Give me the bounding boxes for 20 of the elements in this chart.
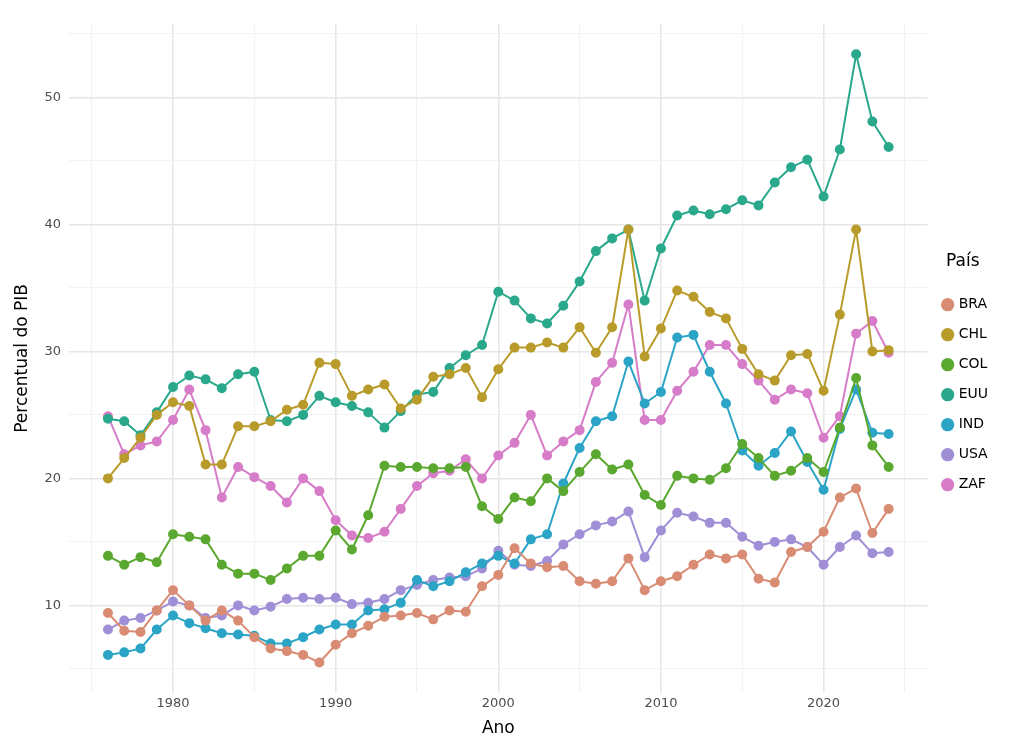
x-axis-title: Ano bbox=[481, 717, 515, 738]
y-tick-label: 50 bbox=[44, 88, 61, 104]
x-tick-label: 1980 bbox=[156, 695, 190, 711]
legend-label: COL bbox=[958, 355, 988, 372]
legend-label: ZAF bbox=[958, 475, 986, 492]
y-tick-label: 30 bbox=[44, 342, 61, 358]
legend-label: USA bbox=[958, 445, 989, 462]
x-tick-label: 2020 bbox=[807, 695, 841, 711]
legend-label: BRA bbox=[958, 295, 988, 312]
y-axis-title: Percentual do PIB bbox=[10, 283, 31, 433]
y-tick-label: 10 bbox=[44, 596, 61, 612]
x-tick-label: 1990 bbox=[319, 695, 353, 711]
legend-label: CHL bbox=[958, 325, 987, 342]
y-tick-label: 20 bbox=[44, 469, 61, 485]
x-tick-label: 2000 bbox=[481, 695, 515, 711]
legend-label: EUU bbox=[958, 385, 988, 402]
legend-label: IND bbox=[958, 415, 985, 432]
legend-title: País bbox=[946, 250, 980, 271]
x-tick-label: 2010 bbox=[644, 695, 678, 711]
y-tick-label: 40 bbox=[44, 215, 61, 231]
